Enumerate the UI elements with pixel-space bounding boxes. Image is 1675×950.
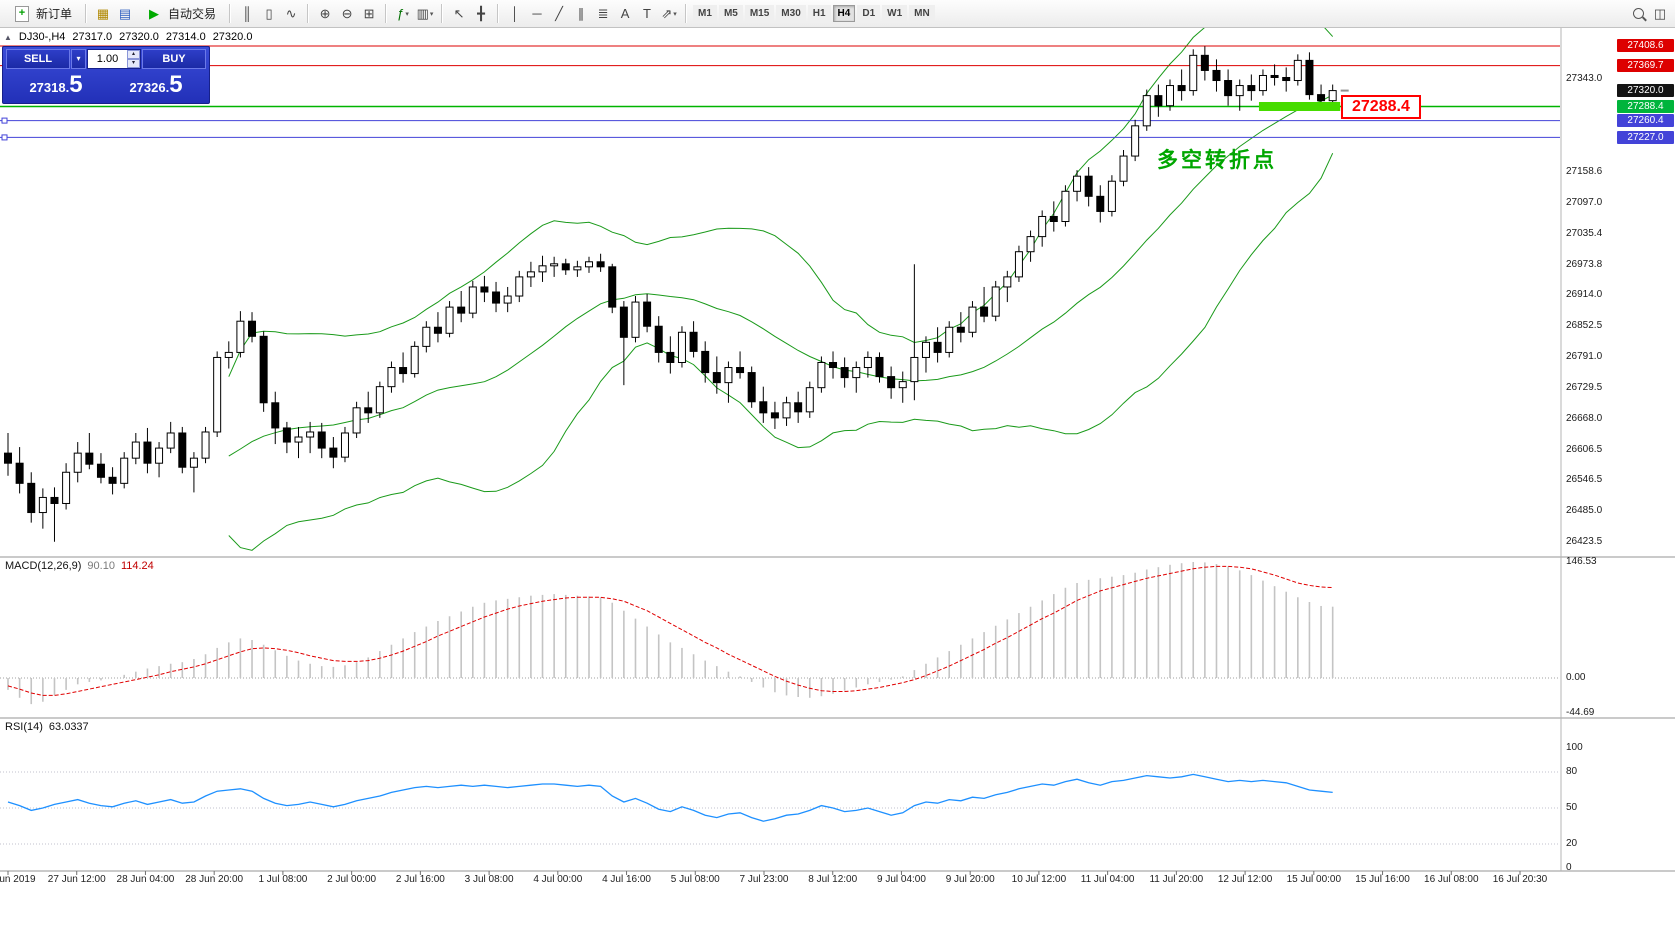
ohlc-open: 27317.0 — [72, 31, 113, 43]
main-toolbar: + 新订单 ▦ ▤ ▶ 自动交易 ║ ▯ ∿ ⊕ ⊖ ⊞ ƒ ▾ ▥ ▾ ↖ ╋ │ ─ ╱ ∥ ≣ A T ⇗ ▾ M1 M5 M15 M… — [0, 0, 1675, 28]
ohlc-close: 27320.0 — [212, 31, 253, 43]
timeframe-button-m15[interactable]: M15 — [744, 5, 775, 22]
new-order-button[interactable]: + 新订单 — [5, 1, 79, 27]
macd-signal-value: 114.24 — [120, 560, 154, 572]
templates-icon[interactable]: ▥ ▾ — [416, 5, 434, 21]
text-icon[interactable]: A — [620, 6, 630, 21]
toolbar-separator — [497, 4, 500, 23]
new-order-icon: + — [12, 4, 32, 24]
timeframe-button-d1[interactable]: D1 — [857, 5, 881, 22]
expand-triangle-icon[interactable]: ▲ — [4, 32, 12, 42]
rsi-name: RSI(14) — [5, 721, 43, 733]
turning-point-annotation: 多空转折点 — [1157, 149, 1277, 172]
trendline-icon[interactable]: ╱ — [555, 5, 563, 21]
line-chart-icon[interactable]: ∿ — [285, 5, 297, 21]
toolbar-separator — [441, 4, 444, 23]
toolbar-separator — [685, 4, 688, 23]
rsi-indicator-label: RSI(14) 63.0337 — [5, 721, 89, 733]
timeframe-button-h4[interactable]: H4 — [832, 5, 856, 22]
bar-chart-icon[interactable]: ║ — [242, 6, 252, 21]
main-price-pane — [0, 28, 1560, 551]
timeframe-button-mn[interactable]: MN — [909, 5, 935, 22]
profiles-icon[interactable]: ▤ — [118, 5, 132, 21]
buy-price[interactable]: 27326.5 — [129, 71, 183, 99]
new-order-button-label: 新订单 — [36, 7, 73, 21]
new-chart-icon[interactable]: ▦ — [96, 5, 110, 21]
macd-main-value: 90.10 — [87, 560, 115, 572]
channel-icon[interactable]: ∥ — [577, 5, 585, 21]
toolbar-separator — [385, 4, 388, 23]
zoom-out-icon[interactable]: ⊖ — [341, 5, 353, 21]
macd-indicator-label: MACD(12,26,9) 90.10 114.24 — [5, 560, 154, 572]
arrows-icon[interactable]: ⇗ ▾ — [661, 5, 677, 21]
support-highlight-zone[interactable] — [1258, 102, 1341, 112]
new-window-icon[interactable]: ◫ — [1653, 5, 1667, 21]
rsi-pane — [0, 771, 1560, 845]
macd-pane — [0, 562, 1560, 705]
indicators-icon[interactable]: ƒ ▾ — [397, 6, 409, 21]
toolbar-separator — [307, 4, 310, 23]
autotrading-button-label: 自动交易 — [168, 7, 217, 21]
volume-up-button[interactable]: ▴ — [127, 50, 140, 59]
candlestick-chart-icon[interactable]: ▯ — [265, 5, 273, 21]
macd-name: MACD(12,26,9) — [5, 560, 82, 572]
timeframe-button-m5[interactable]: M5 — [718, 5, 743, 22]
line-handle[interactable] — [1, 134, 8, 141]
autotrading-play-icon: ▶ — [149, 5, 160, 21]
fibonacci-icon[interactable]: ≣ — [597, 5, 609, 21]
volume-input[interactable] — [88, 50, 127, 68]
zoom-in-icon[interactable]: ⊕ — [319, 5, 331, 21]
bollinger-lower-band — [228, 152, 1334, 551]
ohlc-low: 27314.0 — [165, 31, 206, 43]
sell-button[interactable]: SELL — [6, 49, 70, 69]
timeframe-button-m30[interactable]: M30 — [776, 5, 806, 22]
bollinger-upper-band — [228, 28, 1334, 377]
autotrading-button[interactable]: ▶ 自动交易 — [137, 1, 223, 27]
buy-button[interactable]: BUY — [142, 49, 206, 69]
horizontal-line-icon[interactable]: ─ — [532, 6, 542, 21]
search-icon[interactable] — [1628, 4, 1648, 24]
candles-layer — [4, 46, 1337, 542]
cursor-icon[interactable]: ↖ — [453, 5, 465, 21]
timeframe-button-h1[interactable]: H1 — [807, 5, 831, 22]
bollinger-middle-band — [228, 94, 1333, 457]
toolbar-separator — [85, 4, 88, 23]
timeframe-button-m1[interactable]: M1 — [693, 5, 717, 22]
volume-field: ▴ ▾ — [87, 49, 141, 69]
chart-info-line: ▲ DJ30-,H4 27317.0 27320.0 27314.0 27320… — [4, 31, 252, 43]
chevron-down-icon: ▾ — [405, 10, 409, 18]
grid-icon[interactable]: ⊞ — [363, 5, 375, 21]
sell-price[interactable]: 27318.5 — [29, 71, 83, 99]
one-click-trading-panel: SELL ▾ ▴ ▾ BUY 27318.5 27326.5 — [2, 46, 210, 104]
chevron-down-icon: ▾ — [673, 10, 677, 18]
order-type-dropdown[interactable]: ▾ — [71, 49, 86, 69]
rsi-line — [7, 773, 1333, 822]
line-handle[interactable] — [1, 117, 8, 124]
macd-signal-line — [7, 565, 1333, 696]
toolbar-separator — [229, 4, 232, 23]
symbol-period-label: DJ30-,H4 — [18, 31, 66, 43]
caret-down-icon: ▾ — [76, 54, 81, 64]
volume-down-button[interactable]: ▾ — [127, 58, 140, 68]
vertical-line-icon[interactable]: │ — [510, 6, 520, 21]
label-icon[interactable]: T — [643, 6, 651, 21]
crosshair-icon[interactable]: ╋ — [477, 5, 485, 21]
price-callout-label[interactable]: 27288.4 — [1341, 95, 1421, 119]
timeframe-button-w1[interactable]: W1 — [882, 5, 908, 22]
ohlc-high: 27320.0 — [119, 31, 159, 43]
chevron-down-icon: ▾ — [429, 10, 434, 18]
rsi-value: 63.0337 — [48, 721, 89, 733]
